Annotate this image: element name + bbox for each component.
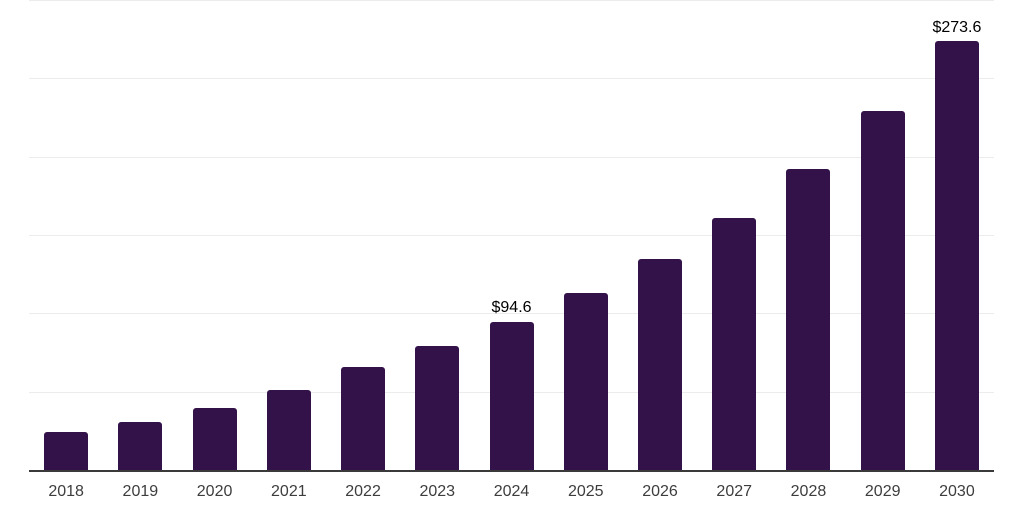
- bar-slot-2024: $94.6: [474, 0, 548, 470]
- bar-2023: [415, 346, 460, 470]
- bar-slot-2023: [400, 0, 474, 470]
- plot-area: $94.6 $273.6: [29, 0, 994, 472]
- bar-slot-2018: [29, 0, 103, 470]
- x-tick-2020: 2020: [196, 483, 233, 500]
- data-label-2024: $94.6: [491, 299, 532, 317]
- bar-2030: [934, 41, 979, 470]
- bar-2025: [563, 293, 608, 470]
- bar-slot-2021: [252, 0, 326, 470]
- bar-slot-2027: [697, 0, 771, 470]
- gridline-150: [29, 235, 994, 236]
- data-label-2030: $273.6: [932, 18, 982, 36]
- bar-slot-2025: [549, 0, 623, 470]
- bar-slot-2022: [326, 0, 400, 470]
- bar-2027: [712, 217, 757, 470]
- bar-2021: [266, 389, 311, 470]
- x-tick-2022: 2022: [345, 483, 381, 500]
- gridline-200: [29, 156, 994, 158]
- x-tick-2024: 2024: [493, 483, 530, 500]
- gridline-250: [29, 78, 994, 80]
- x-tick-2019: 2019: [122, 483, 159, 500]
- bar-2024: [489, 321, 534, 470]
- bar-2019: [118, 421, 163, 470]
- x-tick-2030: 2030: [939, 483, 975, 500]
- x-tick-2021: 2021: [271, 483, 307, 500]
- bar-slot-2019: [103, 0, 177, 470]
- bar-2026: [637, 258, 682, 470]
- bars-container: $94.6 $273.6: [29, 0, 994, 470]
- x-tick-2025: 2025: [567, 483, 604, 500]
- bar-slot-2029: [846, 0, 920, 470]
- x-tick-2029: 2029: [864, 483, 901, 500]
- bar-slot-2030: $273.6: [920, 0, 994, 470]
- bar-2028: [786, 169, 831, 470]
- x-tick-2027: 2027: [716, 483, 753, 500]
- gridline-300: [29, 0, 994, 1]
- x-tick-2023: 2023: [419, 483, 456, 500]
- bar-slot-2028: [771, 0, 845, 470]
- gridline-100: [29, 313, 994, 315]
- x-tick-2028: 2028: [790, 483, 827, 500]
- bar-2018: [44, 431, 89, 470]
- x-tick-2026: 2026: [642, 483, 678, 500]
- bar-2020: [192, 407, 237, 470]
- bar-2022: [341, 367, 386, 470]
- x-axis-labels: 2018 2019 2020 2021 2022 2023 2024 2025 2026 2027…: [29, 472, 994, 501]
- x-tick-2018: 2018: [48, 483, 84, 500]
- bar-slot-2020: [177, 0, 251, 470]
- bar-slot-2026: [623, 0, 697, 470]
- bar-2029: [860, 110, 905, 470]
